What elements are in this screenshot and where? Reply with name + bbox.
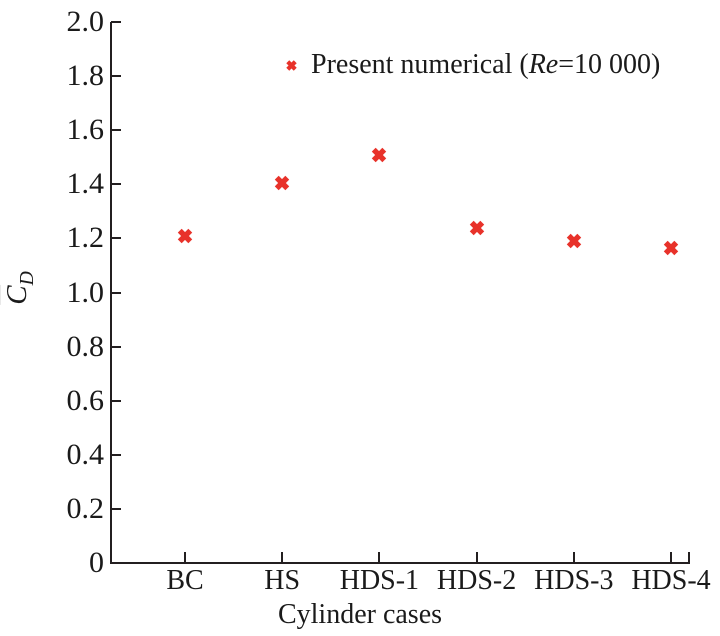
x-axis-tick-mark xyxy=(184,552,186,563)
y-axis-tick-mark xyxy=(111,291,121,294)
y-axis-tick-mark xyxy=(111,345,121,348)
x-axis-tick-mark xyxy=(670,552,672,563)
data-point-marker xyxy=(367,143,391,167)
x-axis-tick-mark xyxy=(281,552,284,563)
y-axis-tick-mark xyxy=(111,453,121,456)
y-axis-tick-label: 0.4 xyxy=(66,437,105,471)
data-point-marker xyxy=(562,229,586,253)
y-axis-tick-label: 1.2 xyxy=(66,221,105,255)
y-axis-tick-mark xyxy=(111,237,121,240)
x-axis-title: Cylinder cases xyxy=(277,599,443,630)
y-axis-tick-mark xyxy=(111,129,121,132)
x-axis-end-tick xyxy=(688,552,690,563)
y-axis-tick-label: 0.2 xyxy=(66,491,105,525)
y-axis-tick-label: 1.6 xyxy=(66,113,105,147)
x-axis-tick-label: HDS-4 xyxy=(631,565,711,596)
y-axis-tick-label: 2.0 xyxy=(66,5,105,38)
y-axis-tick-label: 1.4 xyxy=(66,167,105,201)
data-point-marker xyxy=(659,236,683,260)
y-axis-tick-label: 0.6 xyxy=(66,383,105,417)
data-point-marker xyxy=(270,171,294,195)
x-axis-tick-label: HS xyxy=(264,565,301,596)
x-axis-tick-mark xyxy=(572,552,575,563)
y-axis-tick-mark xyxy=(111,75,121,78)
legend-label: Present numerical (Re=10 000) xyxy=(311,50,660,80)
legend-text-prefix: Present numerical ( xyxy=(311,49,529,80)
y-axis-tick-mark xyxy=(111,21,121,23)
x-axis-tick-mark xyxy=(475,552,478,563)
y-axis-tick-mark xyxy=(111,507,121,510)
data-point-marker xyxy=(173,224,197,248)
legend: Present numerical (Re=10 000) xyxy=(283,50,660,80)
x-axis-tick-label: BC xyxy=(166,565,204,596)
legend-text-italic: Re xyxy=(528,49,559,80)
y-axis-title: CD xyxy=(0,248,42,328)
data-point-marker xyxy=(465,216,489,240)
legend-text-suffix: =10 000) xyxy=(558,49,661,80)
x-axis-tick-mark xyxy=(378,552,381,563)
legend-marker-x-icon xyxy=(283,57,300,74)
x-axis-tick-label: HDS-1 xyxy=(339,565,420,596)
x-axis-line xyxy=(110,562,690,564)
y-axis-title-subscript: D xyxy=(15,271,38,286)
y-axis-tick-label: 1.0 xyxy=(66,275,105,309)
y-axis-tick-label: 0 xyxy=(89,546,104,579)
y-axis-title-base: C xyxy=(0,285,34,305)
y-axis-tick-label: 1.8 xyxy=(66,59,105,93)
y-axis-tick-mark xyxy=(111,562,121,564)
y-axis-tick-mark xyxy=(111,183,121,186)
x-axis-tick-label: HDS-3 xyxy=(534,565,614,596)
y-axis-tick-label: 0.8 xyxy=(66,329,105,363)
y-axis-tick-mark xyxy=(111,399,121,402)
x-axis-tick-label: HDS-2 xyxy=(436,565,517,596)
